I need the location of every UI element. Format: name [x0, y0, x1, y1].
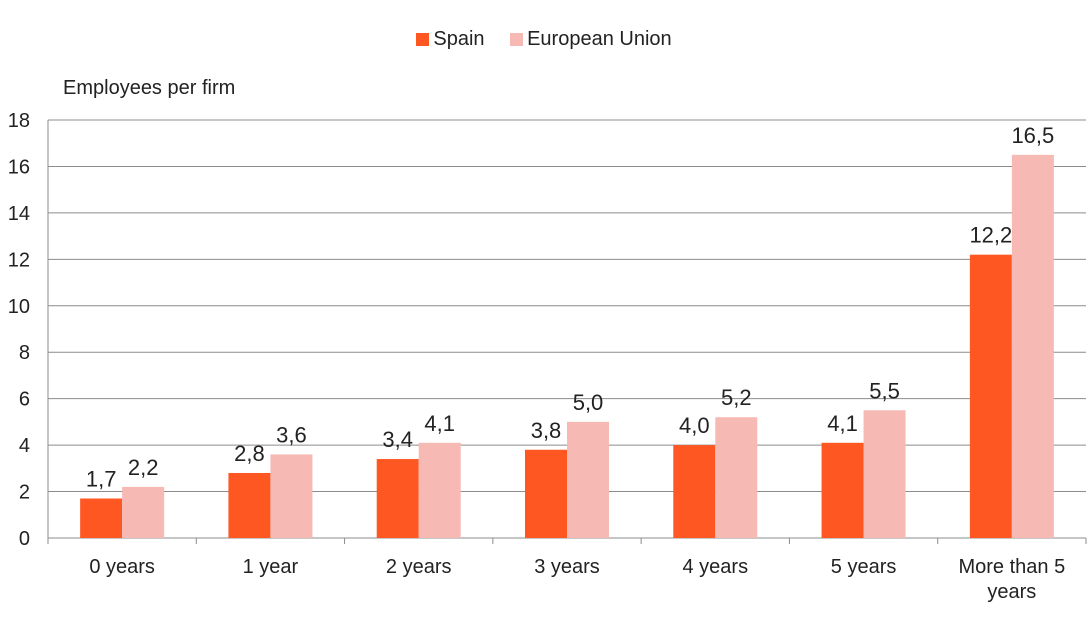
x-tick-label: 1 year — [243, 556, 299, 578]
legend: Spain European Union — [0, 28, 1088, 52]
x-tick-label: 4 years — [682, 556, 748, 578]
x-tick-label: 2 years — [386, 556, 452, 578]
y-tick-label: 12 — [8, 249, 30, 271]
bar-eu — [567, 421, 609, 538]
x-tick-label: 3 years — [534, 556, 600, 578]
data-label-spain: 4,0 — [679, 413, 710, 438]
legend-label-eu: European Union — [527, 28, 672, 50]
bar-eu — [418, 442, 461, 538]
y-tick-label: 10 — [8, 296, 30, 318]
data-label-eu: 5,0 — [573, 390, 604, 415]
y-tick-label: 8 — [19, 342, 30, 364]
y-tick-label: 14 — [8, 203, 30, 225]
x-tick-label: 0 years — [89, 556, 155, 578]
y-tick-label: 2 — [19, 482, 30, 504]
legend-label-spain: Spain — [433, 28, 485, 50]
x-tick-label: 5 years — [831, 556, 897, 578]
data-label-eu: 3,6 — [276, 422, 307, 447]
bar-spain — [525, 449, 567, 538]
bar-spain — [821, 442, 864, 538]
legend-item-eu: European Union — [510, 28, 672, 51]
data-label-eu: 5,2 — [721, 385, 752, 410]
bar-eu — [715, 417, 758, 538]
bar-eu — [863, 410, 906, 538]
data-label-spain: 12,2 — [969, 223, 1012, 248]
bar-eu — [270, 454, 313, 538]
data-label-spain: 3,4 — [382, 427, 413, 452]
data-label-spain: 1,7 — [86, 467, 117, 492]
y-tick-label: 18 — [8, 110, 30, 132]
y-axis-label: Employees per firm — [63, 77, 236, 99]
data-label-spain: 3,8 — [531, 418, 562, 443]
legend-swatch-eu — [510, 33, 524, 46]
legend-item-spain: Spain — [416, 28, 485, 51]
y-tick-label: 4 — [19, 435, 30, 457]
bar-spain — [376, 459, 419, 538]
y-tick-label: 0 — [19, 528, 30, 550]
bar-spain — [969, 254, 1012, 538]
bar-eu — [122, 486, 165, 538]
y-tick-label: 16 — [8, 156, 30, 178]
data-label-eu: 16,5 — [1011, 123, 1054, 148]
data-label-spain: 4,1 — [827, 411, 858, 436]
data-label-eu: 2,2 — [128, 455, 159, 480]
bar-spain — [673, 445, 716, 538]
x-tick-label: More than 5 years — [958, 556, 1065, 603]
data-label-eu: 4,1 — [424, 411, 455, 436]
bar-spain — [228, 472, 271, 538]
legend-swatch-spain — [416, 33, 430, 46]
data-label-eu: 5,5 — [869, 378, 900, 403]
y-tick-label: 6 — [19, 389, 30, 411]
bar-eu — [1011, 154, 1054, 539]
bar-spain — [80, 498, 123, 538]
data-label-spain: 2,8 — [234, 441, 265, 466]
